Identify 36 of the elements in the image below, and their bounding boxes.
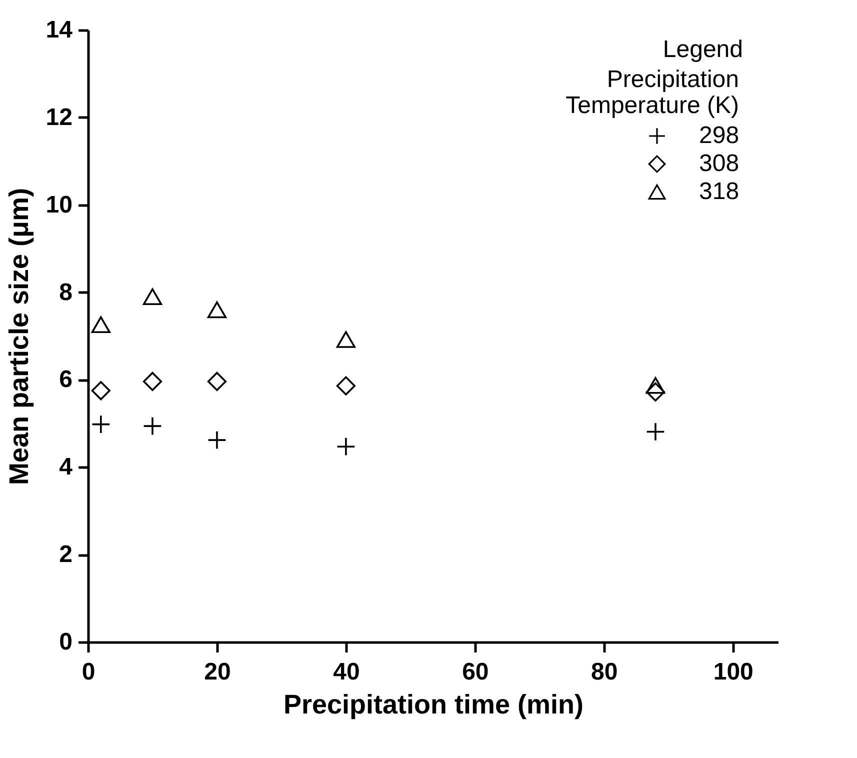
point <box>207 301 227 318</box>
y-tick-label: 0 <box>59 628 72 656</box>
legend-label: 318 <box>699 178 740 205</box>
legend-label: 308 <box>699 150 740 177</box>
y-tick-label: 4 <box>59 454 74 481</box>
legend-label: 298 <box>699 122 740 149</box>
point <box>91 414 110 434</box>
y-tick-label: 14 <box>46 16 74 44</box>
y-tick-label: 10 <box>46 191 72 218</box>
point <box>646 382 666 402</box>
point <box>207 372 227 392</box>
y-axis-title: Mean particle size (μm) <box>4 188 34 486</box>
point <box>336 376 356 396</box>
point <box>142 288 162 306</box>
point <box>142 372 162 392</box>
point <box>207 430 227 450</box>
point <box>336 437 356 456</box>
x-axis-title: Precipitation time (min) <box>283 690 584 720</box>
point <box>646 376 666 394</box>
y-tick-label: 8 <box>59 278 72 306</box>
point <box>336 331 356 348</box>
x-tick-label: 40 <box>333 658 360 686</box>
point <box>646 422 666 442</box>
x-tick-label: 20 <box>204 658 231 686</box>
x-tick-label: 80 <box>591 658 618 686</box>
x-tick-label: 60 <box>462 658 489 686</box>
x-tick-label: 0 <box>82 658 96 686</box>
point <box>91 316 110 334</box>
annotation: Legend <box>662 36 743 63</box>
point <box>91 381 110 400</box>
point <box>142 416 162 436</box>
y-tick-label: 2 <box>59 541 72 568</box>
x-tick-label: 100 <box>713 658 754 686</box>
y-tick-label: 6 <box>59 366 72 394</box>
y-tick-label: 12 <box>46 104 72 131</box>
legend-title: Precipitation Temperature (K) <box>566 66 739 119</box>
